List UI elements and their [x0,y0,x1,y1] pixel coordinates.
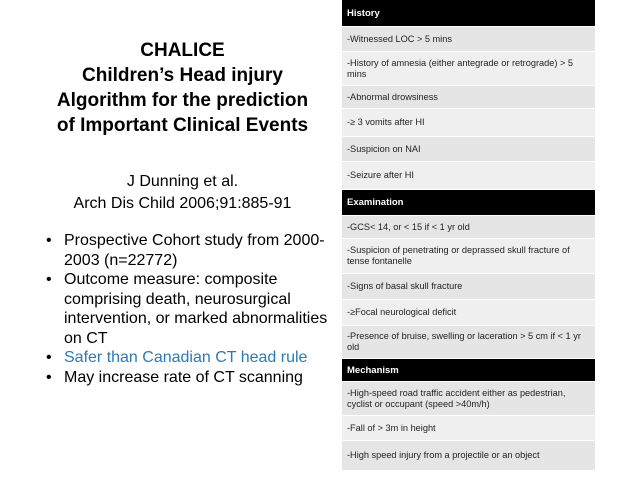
table-row: -GCS< 14, or < 15 if < 1 yr old [342,216,595,238]
section-header-mechanism: Mechanism [342,359,595,381]
bullet-item-highlight: Safer than Canadian CT head rule [46,348,338,368]
title-line-2: Children’s Head injury [82,65,283,86]
table-row: -Abnormal drowsiness [342,86,595,108]
title-line-4: of Important Clinical Events [56,115,309,136]
citation: J Dunning et al. Arch Dis Child 2006;91:… [40,171,325,215]
table-row: -History of amnesia (either antegrade or… [342,52,595,85]
title-line-1: CHALICE [140,40,225,61]
table-row: -Fall of > 3m in height [342,416,595,440]
citation-journal: Arch Dis Child 2006;91:885-91 [73,195,292,212]
table-row: -≥ 3 vomits after HI [342,109,595,136]
bullet-list: Prospective Cohort study from 2000-2003 … [46,231,338,387]
table-row: -≥Focal neurological deficit [342,300,595,325]
citation-authors: J Dunning et al. [126,173,239,190]
table-row: -Presence of bruise, swelling or lacerat… [342,326,595,358]
table-row: -High-speed road traffic accident either… [342,382,595,415]
table-row: -Signs of basal skull fracture [342,274,595,299]
table-row: -Suspicion on NAI [342,137,595,161]
table-row: -High speed injury from a projectile or … [342,441,595,470]
left-column: CHALICE Children’s Head injury Algorithm… [0,0,340,479]
criteria-table: History -Witnessed LOC > 5 mins -History… [342,0,595,470]
bullet-item: Prospective Cohort study from 2000-2003 … [46,231,338,270]
section-header-history: History [342,0,595,26]
table-row: -Seizure after HI [342,162,595,189]
table-row: -Suspicion of penetrating or deprassed s… [342,239,595,273]
bullet-item: Outcome measure: composite comprising de… [46,270,338,348]
title-line-3: Algorithm for the prediction [56,90,309,111]
slide-title: CHALICE Children’s Head injury Algorithm… [30,38,335,138]
table-row: -Witnessed LOC > 5 mins [342,27,595,51]
section-header-examination: Examination [342,190,595,215]
bullet-item: May increase rate of CT scanning [46,368,338,388]
